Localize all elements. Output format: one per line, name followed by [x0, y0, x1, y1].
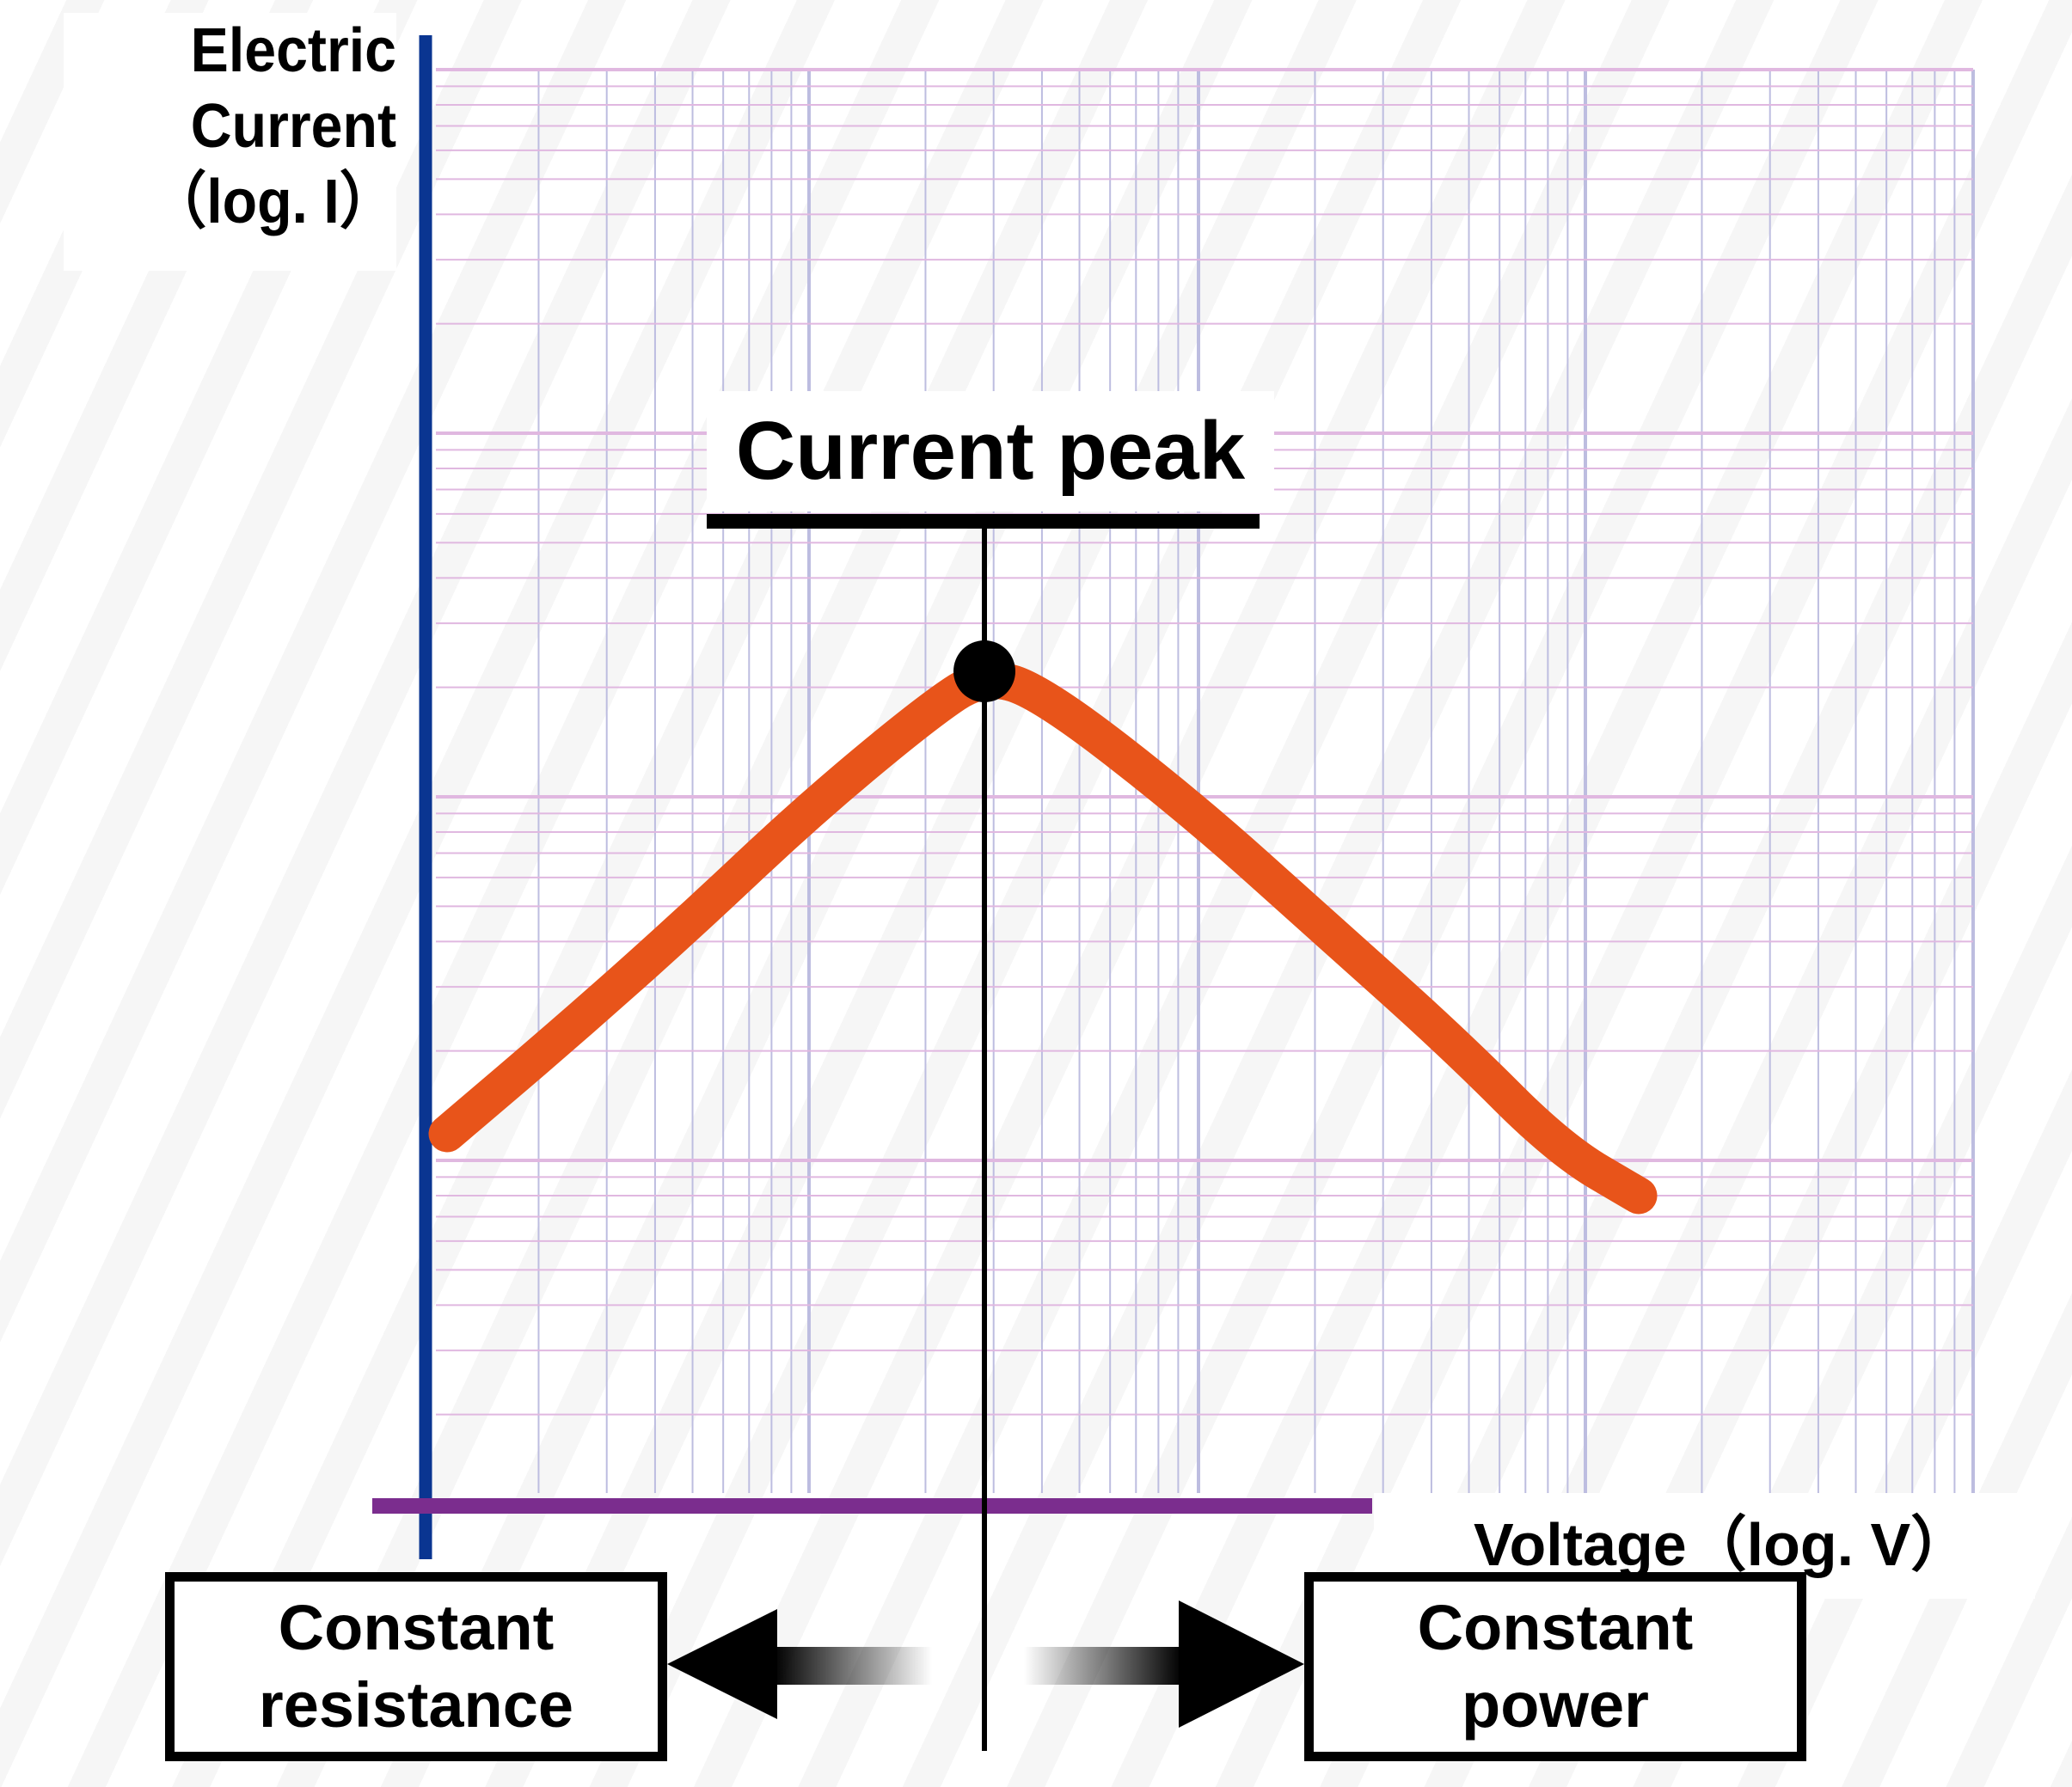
- y-axis-label-line2: Current: [190, 92, 396, 161]
- arrow-left-icon: [667, 1609, 932, 1719]
- y-axis-label-line3: （log. I）: [149, 168, 396, 236]
- arrow-right-icon: [1024, 1600, 1304, 1728]
- peak-marker: [953, 640, 1015, 702]
- y-axis-label: Electric Current （log. I）: [64, 13, 396, 271]
- constant-power-box: Constant power: [1304, 1572, 1806, 1761]
- peak-label-underline: [707, 514, 1260, 529]
- current-peak-label: Current peak: [707, 391, 1274, 511]
- y-axis-label-line1: Electric: [190, 16, 396, 85]
- log-grid: [436, 68, 1975, 1493]
- region-right-line2: power: [1462, 1669, 1649, 1741]
- constant-resistance-box: Constant resistance: [165, 1572, 667, 1761]
- region-left-line2: resistance: [258, 1669, 574, 1741]
- region-left-line1: Constant: [278, 1592, 555, 1663]
- current-curve: [428, 662, 1658, 1215]
- region-right-line1: Constant: [1417, 1592, 1694, 1663]
